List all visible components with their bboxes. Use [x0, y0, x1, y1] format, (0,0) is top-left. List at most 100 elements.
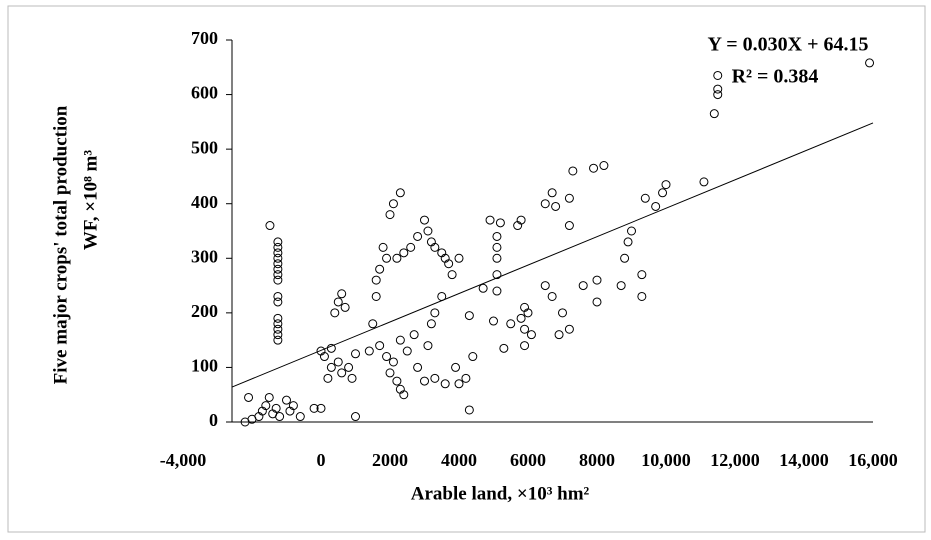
point [273, 259, 283, 269]
point [378, 242, 388, 252]
point [564, 221, 574, 231]
point [382, 352, 392, 362]
point [340, 302, 350, 312]
point [865, 58, 875, 68]
point [323, 373, 333, 383]
y-axis-title: Five major crops' total production [50, 105, 71, 384]
point [492, 242, 502, 252]
chart-frame [7, 5, 926, 533]
point [375, 341, 385, 351]
point [523, 308, 533, 318]
point [547, 188, 557, 198]
point [713, 90, 723, 100]
x-tick-label: 12,000 [710, 450, 760, 470]
point [330, 308, 340, 318]
point [282, 395, 291, 405]
y-tick-label: 300 [191, 246, 218, 266]
point [273, 297, 283, 307]
y-tick-label: 500 [191, 137, 218, 157]
point [273, 270, 283, 280]
point [409, 330, 419, 340]
point [413, 231, 423, 241]
point [395, 188, 405, 198]
y-tick-label: 400 [191, 192, 218, 212]
point [273, 237, 283, 247]
point [264, 392, 274, 402]
point [244, 392, 254, 402]
point [399, 248, 409, 258]
point [275, 412, 285, 422]
point [520, 324, 530, 334]
point [506, 319, 516, 329]
point [295, 412, 305, 422]
point [333, 297, 343, 307]
point [564, 324, 574, 334]
trendline [231, 122, 874, 388]
point [592, 297, 602, 307]
point [273, 264, 283, 274]
point [399, 390, 409, 400]
point [273, 291, 283, 301]
point [661, 180, 671, 190]
point [651, 201, 661, 211]
point [447, 270, 457, 280]
point [499, 343, 509, 353]
x-tick-label: 10,000 [641, 450, 691, 470]
point [430, 242, 440, 252]
point [440, 379, 450, 389]
point [637, 291, 647, 301]
point [426, 319, 436, 329]
point [478, 283, 488, 293]
point [273, 319, 283, 329]
point [273, 242, 283, 252]
point [406, 242, 416, 252]
y-tick-label: 0 [209, 410, 218, 430]
point [273, 335, 283, 345]
point [437, 291, 447, 301]
point [423, 226, 433, 236]
point [516, 313, 526, 323]
point [265, 221, 275, 231]
point [540, 281, 550, 291]
point [709, 109, 719, 119]
equation: Y = 0.030X + 64.15 [708, 34, 869, 56]
point [627, 226, 636, 236]
point [495, 218, 505, 228]
point [492, 231, 502, 241]
y-axis-title: WF, ×10⁸ m³ [80, 150, 101, 250]
point [273, 324, 283, 334]
x-tick-label: 0 [317, 450, 326, 470]
point [273, 275, 283, 285]
point [316, 403, 326, 413]
point [430, 308, 440, 318]
x-tick-label: -4,000 [160, 450, 207, 470]
point [454, 253, 464, 263]
x-tick-label: 16,000 [848, 450, 898, 470]
point [364, 346, 374, 356]
point [371, 291, 381, 301]
point [392, 376, 402, 386]
y-tick-label: 100 [191, 356, 218, 376]
point [326, 362, 336, 372]
point [347, 373, 357, 383]
point [351, 349, 360, 359]
point [713, 84, 723, 94]
point [382, 253, 392, 263]
point [540, 199, 550, 209]
point [658, 188, 668, 198]
point [273, 313, 283, 323]
y-tick-label: 700 [191, 28, 218, 48]
point [564, 193, 574, 203]
point [640, 193, 650, 203]
point [388, 357, 398, 367]
point [616, 281, 626, 291]
x-tick-label: 14,000 [779, 450, 829, 470]
point [578, 281, 588, 291]
point [485, 215, 495, 225]
point [326, 343, 336, 353]
point [492, 253, 502, 263]
point [337, 368, 347, 378]
point [273, 248, 283, 258]
point [392, 253, 402, 263]
point [273, 253, 283, 263]
